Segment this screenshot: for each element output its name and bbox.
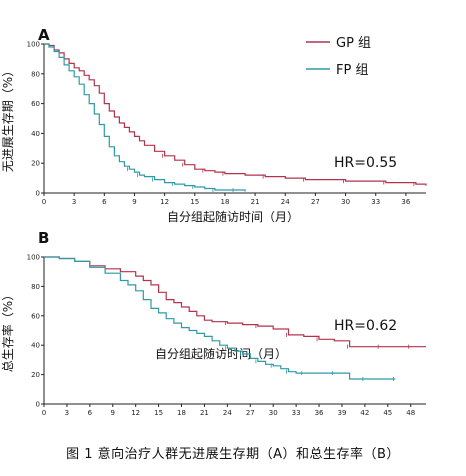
hazard-ratio-annotation: HR=0.62 bbox=[334, 318, 397, 334]
panel-label: A bbox=[38, 26, 50, 44]
x-tick-label: 42 bbox=[360, 409, 369, 417]
x-tick-label: 15 bbox=[154, 409, 163, 417]
hazard-ratio-annotation: HR=0.55 bbox=[334, 155, 397, 171]
x-tick-label: 33 bbox=[292, 409, 301, 417]
x-axis-title: 自分组起随访时间（月） bbox=[167, 209, 299, 224]
x-tick-label: 48 bbox=[406, 409, 415, 417]
x-tick-label: 30 bbox=[341, 198, 350, 206]
x-tick-label: 9 bbox=[132, 198, 136, 206]
y-tick-label: 100 bbox=[27, 254, 40, 262]
x-tick-label: 9 bbox=[111, 409, 115, 417]
x-tick-label: 15 bbox=[190, 198, 199, 206]
y-tick-label: 80 bbox=[31, 70, 40, 78]
x-tick-label: 30 bbox=[269, 409, 278, 417]
y-tick-label: 60 bbox=[31, 100, 40, 108]
x-axis-title: 自分组起随访时间（月） bbox=[155, 346, 287, 361]
y-tick-label: 80 bbox=[31, 283, 40, 291]
x-tick-label: 45 bbox=[383, 409, 392, 417]
y-axis-title: 总生存率（%） bbox=[0, 289, 15, 372]
panel-label: B bbox=[38, 229, 49, 247]
x-tick-label: 12 bbox=[131, 409, 140, 417]
y-tick-label: 20 bbox=[31, 371, 40, 379]
x-tick-label: 12 bbox=[160, 198, 169, 206]
series-line-gp bbox=[44, 43, 427, 186]
x-tick-label: 18 bbox=[220, 198, 229, 206]
x-tick-label: 27 bbox=[246, 409, 255, 417]
x-tick-label: 39 bbox=[337, 409, 346, 417]
y-tick-label: 100 bbox=[27, 41, 40, 49]
x-tick-label: 3 bbox=[65, 409, 69, 417]
x-tick-label: 21 bbox=[200, 409, 209, 417]
x-tick-label: 33 bbox=[371, 198, 380, 206]
x-tick-label: 6 bbox=[102, 198, 107, 206]
x-tick-label: 18 bbox=[177, 409, 186, 417]
y-tick-label: 60 bbox=[31, 312, 40, 320]
x-tick-label: 36 bbox=[401, 198, 410, 206]
x-tick-label: 3 bbox=[72, 198, 76, 206]
legend-label-fp: FP 组 bbox=[336, 63, 368, 78]
x-tick-label: 36 bbox=[315, 409, 324, 417]
series-line-gp bbox=[44, 256, 426, 348]
x-tick-label: 21 bbox=[251, 198, 260, 206]
y-tick-label: 0 bbox=[36, 190, 40, 198]
x-tick-label: 24 bbox=[281, 198, 290, 206]
y-tick-label: 40 bbox=[31, 130, 40, 138]
x-tick-label: 0 bbox=[42, 198, 46, 206]
x-tick-label: 24 bbox=[223, 409, 232, 417]
y-tick-label: 40 bbox=[31, 342, 40, 350]
y-tick-label: 20 bbox=[31, 160, 40, 168]
y-axis-title: 无进展生存期（%） bbox=[1, 65, 15, 172]
series-line-fp bbox=[44, 256, 396, 380]
series-line-fp bbox=[44, 43, 246, 192]
x-tick-label: 27 bbox=[311, 198, 320, 206]
figure-caption: 图 1 意向治疗人群无进展生存期（A）和总生存率（B） bbox=[66, 447, 400, 462]
x-tick-label: 6 bbox=[88, 409, 93, 417]
legend-label-gp: GP 组 bbox=[336, 36, 371, 51]
y-tick-label: 0 bbox=[36, 401, 40, 409]
x-tick-label: 0 bbox=[42, 409, 46, 417]
